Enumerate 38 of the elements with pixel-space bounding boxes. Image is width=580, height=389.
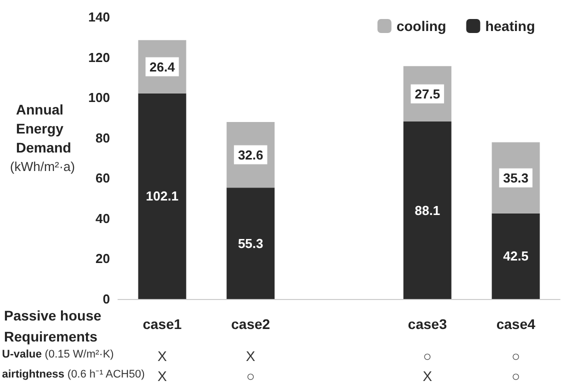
data-label: 35.3 [503, 170, 528, 186]
y-tick-label: 60 [96, 170, 110, 186]
y-tick-label: 20 [96, 251, 110, 266]
text: X [246, 348, 256, 364]
bar [226, 188, 275, 299]
data-label: 88.1 [414, 202, 440, 218]
data-label: 32.6 [238, 147, 264, 162]
y-tick-label: 140 [88, 10, 110, 24]
x-tick-label: case4 [496, 316, 536, 332]
y-tick-label: 40 [96, 210, 110, 226]
text: ○ [512, 368, 520, 384]
text: U-value (0.15 W/m²·K) [2, 348, 114, 360]
text: X [158, 368, 168, 384]
data-label: 42.5 [503, 248, 528, 264]
y-tick-label: 100 [88, 90, 110, 106]
text: X [158, 348, 168, 364]
x-tick-label: case3 [408, 316, 448, 332]
legend-label: heating [485, 18, 535, 34]
text: ○ [246, 368, 255, 384]
y-tick-label: 80 [96, 130, 110, 146]
y-tick-label: 0 [102, 292, 110, 306]
data-label: 55.3 [238, 236, 264, 251]
legend-label: cooling [396, 18, 446, 34]
text: ○ [423, 348, 432, 364]
bar [492, 213, 540, 299]
text: X [422, 368, 433, 384]
text: ○ [512, 348, 520, 364]
x-tick-label: case2 [231, 316, 270, 332]
bar [403, 122, 452, 299]
data-label: 27.5 [414, 86, 440, 102]
y-tick-label: 120 [88, 50, 110, 65]
bar [138, 93, 186, 299]
x-tick-label: case1 [142, 316, 182, 332]
data-label: 26.4 [150, 59, 176, 74]
text: Passive house Requirements [4, 308, 102, 344]
text: airtightness (0.6 h⁻¹ ACH50) [2, 368, 145, 380]
y-axis-title: Annual Energy Demand (kWh/m²·a) [10, 102, 75, 174]
data-label: 102.1 [146, 188, 178, 204]
